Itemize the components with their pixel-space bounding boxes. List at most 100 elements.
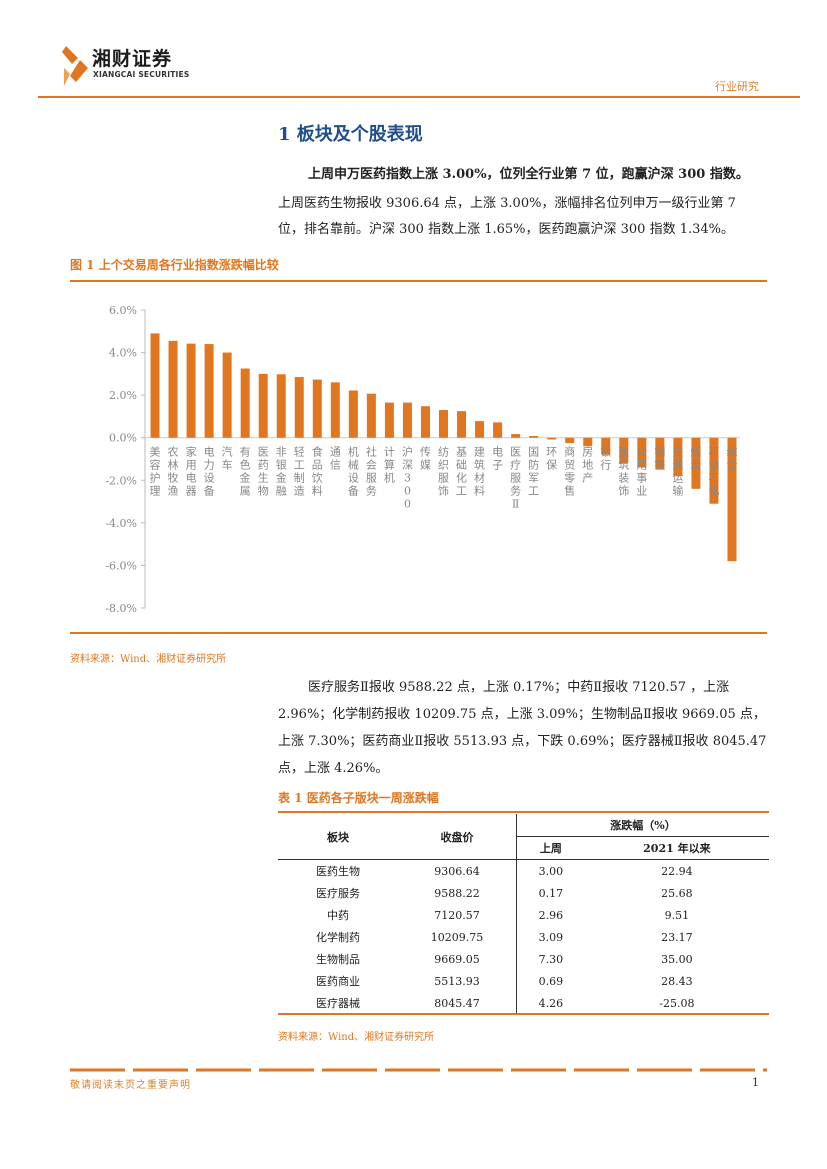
category-label: 银行: [600, 445, 611, 472]
bar: [384, 402, 394, 438]
y-tick-label: 2.0%: [109, 389, 137, 402]
sector-change-table: 板块 收盘价 涨跌幅（%） 上周 2021 年以来 医药生物 9306.64 3.0…: [278, 814, 769, 1014]
bar: [439, 410, 448, 438]
cell-week: 3.09: [515, 926, 585, 948]
bar: [258, 373, 268, 438]
table-row: 医药生物 9306.64 3.00 22.94: [278, 859, 769, 882]
bar: [529, 436, 539, 438]
table-top-rule: [278, 811, 769, 813]
th-sector: 板块: [278, 814, 398, 860]
bar: [583, 437, 593, 447]
category-label: 有色金属: [240, 445, 251, 498]
category-label: 家用电器: [186, 445, 197, 498]
table-row: 医疗服务 9588.22 0.17 25.68: [278, 882, 769, 904]
cell-week: 0.17: [515, 882, 585, 904]
category-label: 交通运输: [672, 445, 683, 498]
industry-change-bar-chart: 6.0% 4.0% 2.0% 0.0% -2.0% -4.0% -6.0% -8.0% 美容护理…: [105, 304, 740, 615]
cell-week: 7.30: [515, 948, 585, 970]
bar: [601, 437, 611, 455]
category-label: 建筑装饰: [618, 445, 629, 498]
cell-sector: 医疗器械: [316, 997, 360, 1010]
cell-ytd: -25.08: [659, 996, 695, 1010]
cell-ytd: 25.68: [661, 886, 693, 900]
bar: [204, 344, 214, 438]
th-week: 上周: [515, 836, 585, 860]
table-bottom-rule: [278, 1013, 769, 1015]
bar: [150, 333, 160, 438]
table-row: 生物制品 9669.05 7.30 35.00: [278, 948, 769, 970]
category-label: 国防军工: [528, 446, 539, 498]
y-tick-label: 0.0%: [109, 432, 137, 445]
bar: [493, 422, 503, 438]
bar: [420, 406, 430, 438]
category-label: 石油石化: [708, 446, 719, 498]
category-label: 建筑材料: [474, 445, 485, 498]
cell-sector: 生物制品: [316, 953, 360, 966]
category-label: 食品饮料: [312, 445, 323, 498]
y-tick-label: -6.0%: [105, 559, 137, 572]
category-label: 医疗服务 Ⅱ: [510, 446, 521, 511]
bar: [565, 437, 575, 444]
table-source: 资料来源：Wind、湘财证券研究所: [278, 1032, 435, 1043]
category-label: 轻工制造: [294, 445, 305, 498]
cell-close: 9588.22: [434, 886, 480, 900]
y-tick-label: 6.0%: [109, 304, 137, 317]
y-tick-label: -8.0%: [105, 602, 137, 615]
cell-ytd: 28.43: [661, 974, 693, 988]
cell-week: 0.69: [515, 970, 585, 992]
category-label: 公用事业: [636, 446, 647, 498]
category-label: 钢铁: [654, 446, 665, 472]
summary-bold-line: 上周申万医药指数上涨 3.00%，位列全行业第 7 位，跑赢沪深 300 指数。: [308, 167, 749, 182]
y-tick-label: 4.0%: [109, 347, 137, 360]
cell-sector: 医药商业: [316, 975, 360, 988]
bar: [709, 437, 719, 504]
figure-title: 图 1 上个交易周各行业指数涨跌幅比较: [70, 258, 279, 272]
para2-line-1: 医疗服务Ⅱ报收 9588.22 点，上涨 0.17%；中药Ⅱ报收 7120.57…: [308, 680, 730, 695]
cell-sector: 医药生物: [316, 865, 360, 878]
category-label: 汽车: [222, 445, 233, 472]
bar: [673, 437, 683, 477]
th-change: 涨跌幅（%）: [516, 814, 769, 837]
category-label: 综合: [726, 445, 737, 472]
bar: [276, 374, 286, 438]
para2-line-3: 上涨 7.30%；医药商业Ⅱ报收 5513.93 点，下跌 0.69%；医疗器械…: [278, 734, 767, 749]
cell-week: 3.00: [515, 859, 585, 882]
company-name-cn: 湘财证券: [92, 48, 173, 70]
table-row: 化学制药 10209.75 3.09 23.17: [278, 926, 769, 948]
cell-sector: 化学制药: [316, 931, 360, 944]
footer-disclaimer: 敬请阅读末页之重要声明: [70, 1080, 191, 1091]
cell-week: 2.96: [515, 904, 585, 926]
cell-ytd: 23.17: [661, 930, 693, 944]
figure-bottom-rule: [70, 632, 767, 634]
category-label: 房地产: [582, 446, 593, 485]
summary-line-1: 上周医药生物报收 9306.64 点，上涨 3.00%，涨幅排名位列申万一级行业…: [278, 196, 736, 211]
category-label: 纺织服饰: [438, 445, 449, 498]
th-close: 收盘价: [398, 814, 517, 860]
cell-ytd: 35.00: [661, 952, 693, 966]
bar: [511, 434, 521, 438]
category-label: 通信: [330, 446, 341, 472]
cell-close: 5513.93: [434, 974, 480, 988]
category-label: 计算机: [384, 446, 395, 485]
y-tick-label: -4.0%: [105, 517, 137, 530]
bar: [457, 411, 467, 438]
cell-ytd: 9.51: [664, 908, 690, 922]
bar: [312, 379, 322, 438]
th-ytd: 2021 年以来: [584, 836, 769, 860]
report-type-tag: 行业研究: [715, 80, 759, 93]
category-label: 农林牧渔: [168, 445, 179, 498]
category-label: 基础化工: [456, 446, 467, 498]
bar: [348, 390, 358, 438]
bar: [294, 377, 304, 438]
category-label: 医药生物: [258, 446, 269, 498]
para2-line-4: 点，上涨 4.26%。: [278, 761, 389, 776]
category-label: 社会服务: [366, 445, 377, 498]
bar: [240, 368, 250, 438]
bar: [691, 437, 701, 489]
table-row: 医药商业 5513.93 0.69 28.43: [278, 970, 769, 992]
page-number: 1: [752, 1076, 759, 1089]
bar: [330, 382, 340, 438]
bar: [168, 340, 178, 438]
summary-line-2: 位，排名靠前。沪深 300 指数上涨 1.65%，医药跑赢沪深 300 指数 1…: [278, 222, 735, 237]
cell-close: 8045.47: [434, 996, 480, 1010]
